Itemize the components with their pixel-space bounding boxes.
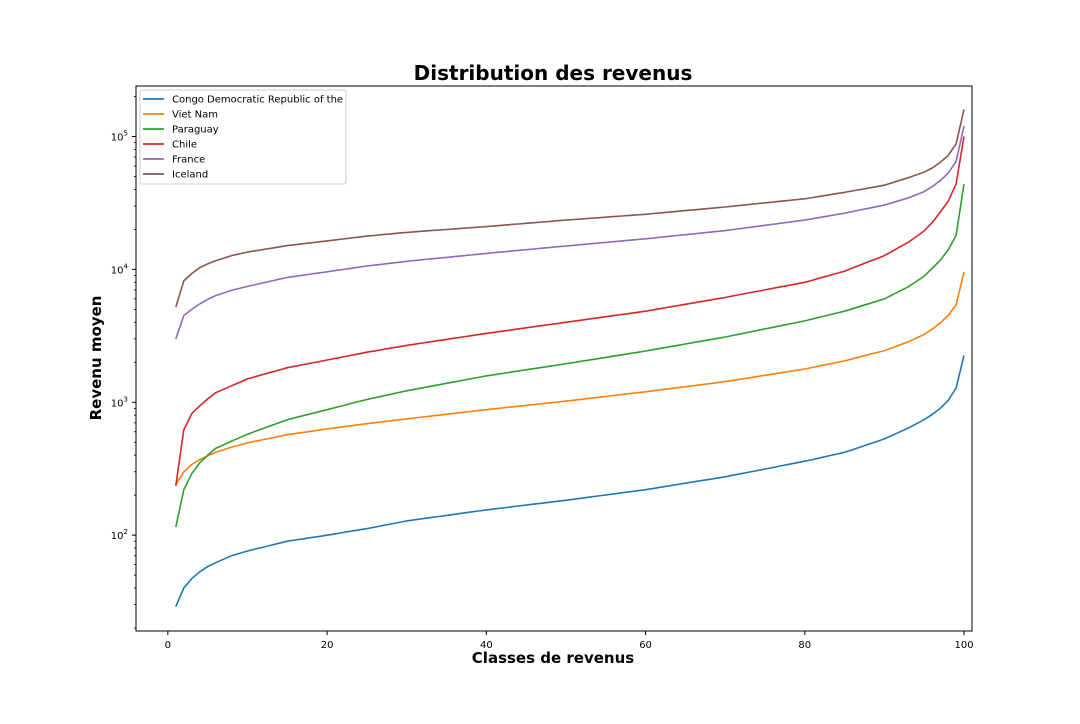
x-tick-label: 100 [954,640,973,651]
plot-frame [135,85,973,632]
legend-label: Paraguay [172,125,219,136]
y-tick-label: 102 [111,528,128,542]
series-line-0 [175,355,965,607]
y-axis: 102 103 104 105 [111,96,136,629]
series-lines [175,109,965,607]
series-line-1 [175,271,965,486]
y-tick-label: 105 [111,130,128,144]
legend-label: Viet Nam [172,110,218,121]
legend: Congo Democratic Republic of the Viet Nam… [139,89,347,185]
legend-label: Chile [172,140,197,151]
legend-label: Congo Democratic Republic of the [172,95,343,106]
x-tick-label: 20 [321,640,334,651]
x-tick-label: 40 [480,640,493,651]
x-tick-label: 60 [639,640,652,651]
y-tick-label: 104 [111,262,129,276]
legend-frame [139,89,347,185]
x-axis: 0 20 40 60 80 100 [165,631,974,651]
series-line-2 [175,183,965,528]
series-line-5 [175,109,965,308]
y-axis-label: Revenu moyen [87,296,105,421]
series-line-3 [175,136,965,487]
y-tick-label: 103 [111,395,128,409]
x-tick-label: 80 [798,640,811,651]
series-line-4 [175,125,965,340]
x-axis-label: Classes de revenus [472,649,634,667]
chart-title: Distribution des revenus [414,61,693,85]
legend-label: France [172,155,205,166]
legend-label: Iceland [172,170,208,181]
x-tick-label: 0 [165,640,171,651]
